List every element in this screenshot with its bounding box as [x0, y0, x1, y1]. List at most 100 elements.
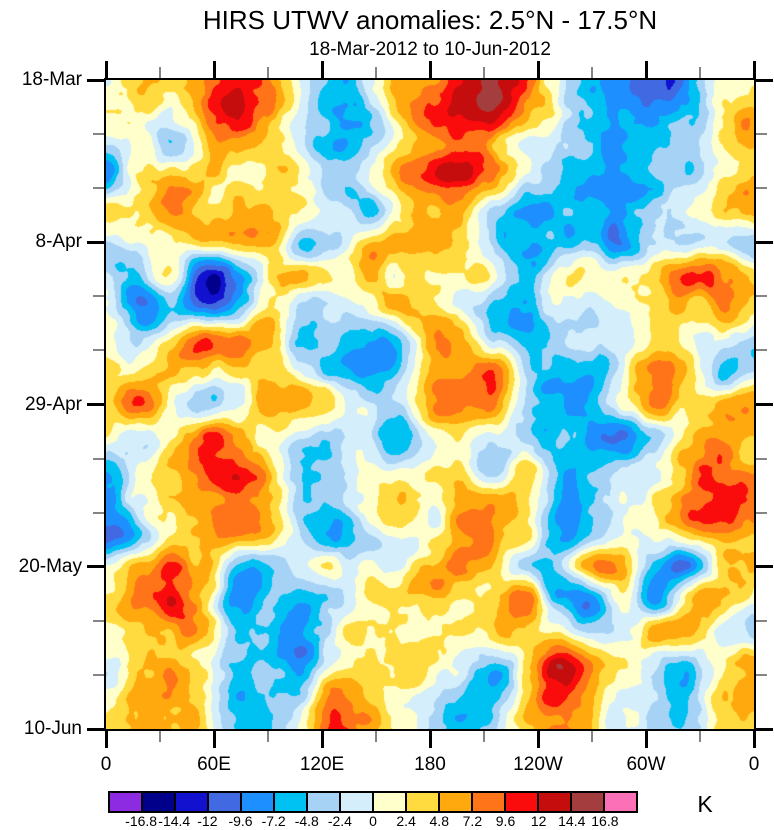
colorbar-units-label: K — [697, 791, 713, 817]
colorbar-cell — [572, 793, 605, 811]
colorbar-cell — [374, 793, 407, 811]
x-minor-tick-top — [159, 67, 161, 78]
y-minor-tick-right — [756, 133, 767, 136]
contour-field-canvas — [106, 80, 754, 729]
y-minor-tick — [93, 673, 104, 676]
y-major-tick-right — [756, 565, 773, 569]
colorbar-cell — [473, 793, 506, 811]
x-major-tick — [536, 731, 540, 748]
x-minor-tick — [159, 731, 161, 742]
colorbar-tick-label: 12 — [530, 813, 547, 829]
colorbar-tick-label: 16.8 — [591, 813, 619, 829]
x-tick-label: 180 — [414, 754, 446, 775]
y-minor-tick-right — [756, 511, 767, 514]
y-minor-tick — [93, 295, 104, 298]
colorbar-cell — [110, 793, 143, 811]
colorbar-tick-label: -14.4 — [158, 813, 191, 829]
x-minor-tick-top — [267, 67, 269, 78]
colorbar-cell — [308, 793, 341, 811]
colorbar-tick-label: 7.2 — [462, 813, 483, 829]
colorbar-tick-label: -12 — [197, 813, 218, 829]
colorbar-cell — [539, 793, 572, 811]
colorbar-tick-label: -2.4 — [327, 813, 352, 829]
x-major-tick — [320, 731, 324, 748]
colorbar-tick-label: -16.8 — [125, 813, 158, 829]
y-major-tick-right — [756, 727, 773, 731]
x-minor-tick — [591, 731, 593, 742]
y-major-tick — [87, 565, 104, 569]
colorbar-tick-label: 2.4 — [396, 813, 416, 829]
colorbar-cell — [176, 793, 209, 811]
chart-subtitle: 18-Mar-2012 to 10-Jun-2012 — [309, 39, 551, 60]
colorbar-tick-label: -7.2 — [261, 813, 286, 829]
colorbar-cell — [275, 793, 308, 811]
x-major-tick — [428, 731, 432, 748]
y-minor-tick — [93, 457, 104, 460]
y-minor-tick — [93, 349, 104, 352]
x-major-tick-top — [428, 61, 432, 78]
x-minor-tick — [699, 731, 701, 742]
x-minor-tick — [483, 731, 485, 742]
y-tick-label: 8-Apr — [35, 231, 82, 253]
y-major-tick — [87, 727, 104, 731]
x-major-tick — [644, 731, 648, 748]
y-minor-tick — [93, 511, 104, 514]
colorbar-cell — [440, 793, 473, 811]
x-major-tick-top — [752, 61, 756, 78]
x-major-tick-top — [104, 61, 108, 78]
colorbar-tick-label: -9.6 — [228, 813, 253, 829]
x-minor-tick — [375, 731, 377, 742]
x-tick-label: 60W — [626, 754, 666, 775]
y-minor-tick — [93, 133, 104, 136]
colorbar-cell — [506, 793, 539, 811]
x-tick-label: 60E — [197, 754, 231, 775]
y-minor-tick-right — [756, 673, 767, 676]
x-minor-tick-top — [699, 67, 701, 78]
plot-frame — [104, 78, 756, 731]
y-major-tick — [87, 403, 104, 406]
colorbar-cell — [143, 793, 176, 811]
colorbar-cell — [407, 793, 440, 811]
colorbar-cell — [341, 793, 374, 811]
x-minor-tick-top — [591, 67, 593, 78]
y-major-tick-right — [756, 240, 773, 244]
x-tick-label: 0 — [100, 754, 112, 775]
colorbar-cell — [605, 793, 636, 811]
x-minor-tick — [267, 731, 269, 742]
x-major-tick — [104, 731, 108, 748]
y-minor-tick-right — [756, 349, 767, 352]
x-tick-label: 0 — [748, 754, 760, 775]
y-major-tick — [87, 240, 104, 244]
y-tick-label: 18-Mar — [21, 69, 82, 90]
y-tick-label: 29-Apr — [24, 393, 82, 415]
y-minor-tick-right — [756, 187, 767, 190]
colorbar-cell — [242, 793, 275, 811]
colorbar-tick-label: 14.4 — [558, 813, 586, 829]
colorbar-tick-label: 9.6 — [495, 813, 516, 829]
y-minor-tick-right — [756, 457, 767, 460]
y-major-tick-right — [756, 78, 773, 82]
colorbar-tick-label: 4.8 — [429, 813, 449, 829]
y-major-tick — [87, 78, 104, 82]
y-minor-tick — [93, 187, 104, 190]
colorbar-tick-label: 0 — [369, 813, 377, 829]
x-major-tick-top — [644, 61, 648, 78]
y-minor-tick-right — [756, 619, 767, 622]
y-minor-tick — [93, 619, 104, 622]
x-major-tick-top — [212, 61, 216, 78]
x-major-tick — [752, 731, 756, 748]
chart-title: HIRS UTWV anomalies: 2.5°N - 17.5°N — [202, 5, 658, 35]
y-tick-label: 10-Jun — [23, 718, 82, 739]
x-minor-tick-top — [483, 67, 485, 78]
x-tick-label: 120W — [513, 754, 563, 775]
y-minor-tick-right — [756, 295, 767, 298]
x-tick-label: 120E — [299, 754, 345, 775]
colorbar — [108, 791, 638, 813]
x-major-tick — [212, 731, 216, 748]
x-major-tick-top — [536, 61, 540, 78]
x-major-tick-top — [320, 61, 324, 78]
colorbar-cell — [209, 793, 242, 811]
colorbar-tick-label: -4.8 — [294, 813, 319, 829]
y-major-tick-right — [756, 403, 773, 406]
